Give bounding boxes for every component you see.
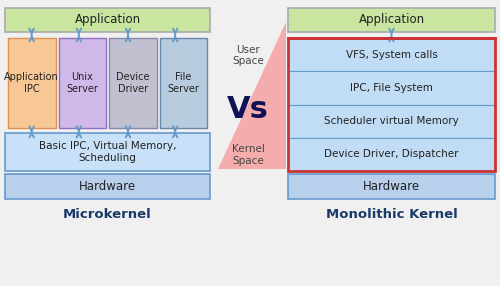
Text: Basic IPC, Virtual Memory,
Scheduling: Basic IPC, Virtual Memory, Scheduling (39, 141, 176, 163)
Text: Hardware: Hardware (79, 180, 136, 193)
Bar (5, 8, 210, 32)
Text: Application: Application (74, 13, 140, 27)
Text: Application
IPC: Application IPC (4, 72, 59, 94)
Bar (5, 133, 210, 171)
Bar (160, 38, 207, 128)
Bar (288, 8, 495, 32)
Text: Vs: Vs (227, 95, 269, 124)
Bar (58, 38, 106, 128)
Bar (288, 104, 495, 138)
Text: Hardware: Hardware (363, 180, 420, 193)
Bar (288, 38, 495, 71)
Polygon shape (218, 22, 286, 169)
Text: Kernel
Space: Kernel Space (232, 144, 264, 166)
Text: Device
Driver: Device Driver (116, 72, 150, 94)
Bar (288, 71, 495, 104)
Bar (109, 38, 156, 128)
Text: Unix
Server: Unix Server (66, 72, 98, 94)
Text: Scheduler virtual Memory: Scheduler virtual Memory (324, 116, 459, 126)
Bar (288, 138, 495, 171)
Bar (288, 174, 495, 199)
Bar (288, 38, 495, 171)
Bar (5, 174, 210, 199)
Text: File
Server: File Server (168, 72, 199, 94)
Bar (8, 38, 56, 128)
Text: Microkernel: Microkernel (63, 208, 152, 221)
Text: Application: Application (358, 13, 424, 27)
Text: VFS, System calls: VFS, System calls (346, 50, 438, 59)
Text: Device Driver, Dispatcher: Device Driver, Dispatcher (324, 149, 459, 159)
Text: Monolithic Kernel: Monolithic Kernel (326, 208, 458, 221)
Text: User
Space: User Space (232, 45, 264, 66)
Text: IPC, File System: IPC, File System (350, 83, 433, 93)
